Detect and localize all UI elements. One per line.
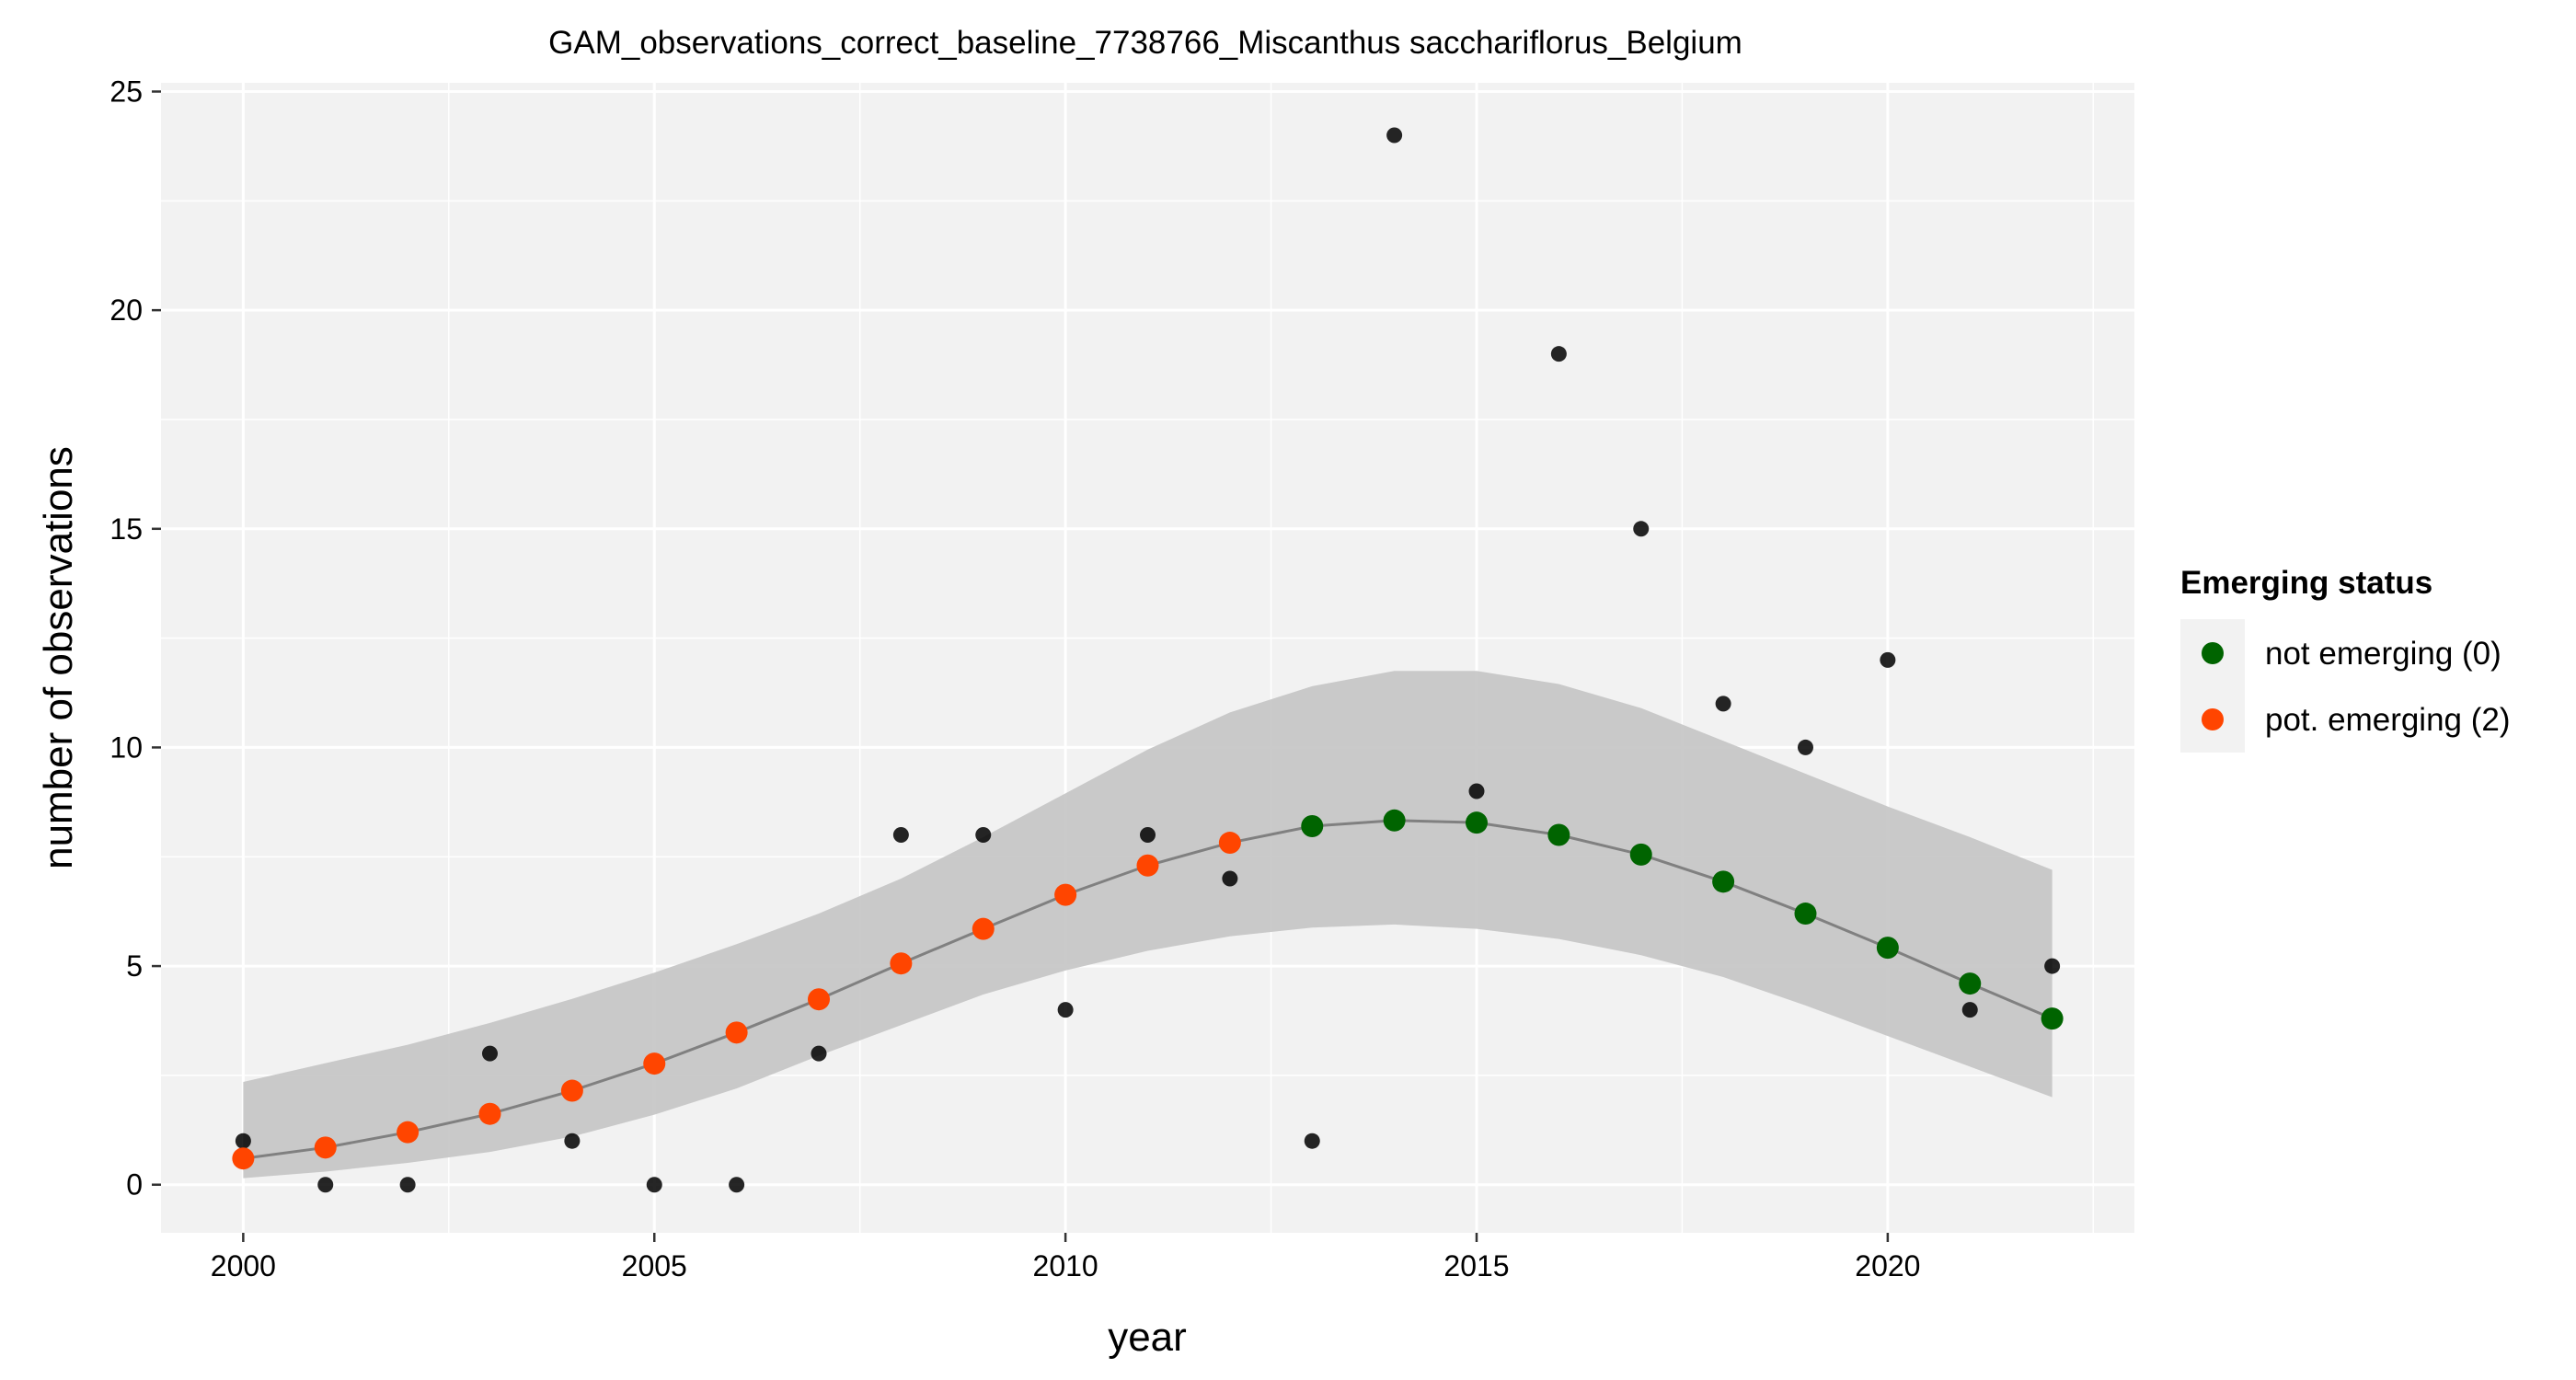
fitted-point	[972, 917, 995, 940]
x-axis: 2000 2005 2010 2015 2020	[211, 1233, 1920, 1282]
fitted-point	[1136, 854, 1159, 877]
observed-point	[564, 1133, 581, 1149]
fitted-point	[1466, 811, 1488, 834]
observed-point	[1386, 127, 1403, 144]
y-tick-label: 20	[109, 293, 143, 327]
fitted-point	[890, 952, 913, 975]
fitted-point	[314, 1136, 337, 1159]
fitted-point	[1547, 823, 1570, 846]
confidence-band	[243, 671, 2053, 1179]
observed-point	[235, 1133, 251, 1149]
fitted-point	[643, 1052, 666, 1075]
minor-gridlines	[37, 83, 2134, 1233]
legend-key	[2202, 642, 2224, 664]
observed-point	[1550, 346, 1567, 362]
fitted-point	[1301, 814, 1324, 837]
y-tick-label: 0	[126, 1168, 143, 1202]
x-axis-title: year	[1108, 1315, 1187, 1360]
observed-point	[1304, 1133, 1320, 1149]
y-tick-label: 25	[109, 75, 143, 109]
observed-point	[811, 1045, 827, 1062]
legend-key	[2202, 708, 2224, 730]
observed-point	[1798, 739, 1813, 755]
y-tick-label: 10	[109, 730, 143, 764]
y-axis: 0 5 10 15 20 25	[109, 75, 161, 1202]
fitted-point	[1629, 843, 1652, 866]
y-tick-label: 15	[109, 512, 143, 546]
fitted-points-layer	[232, 809, 2064, 1170]
observed-point	[399, 1177, 416, 1193]
fitted-point	[397, 1121, 420, 1144]
legend: Emerging status not emerging (0) pot. eme…	[2180, 565, 2511, 753]
fitted-point	[1383, 809, 1406, 832]
observed-point	[729, 1177, 745, 1193]
fitted-point	[1218, 832, 1241, 855]
legend-label: pot. emerging (2)	[2265, 702, 2511, 738]
observed-point	[1140, 826, 1156, 843]
y-axis-title: number of observations	[36, 446, 81, 869]
fitted-point	[1712, 870, 1735, 893]
x-tick-label: 2000	[211, 1249, 276, 1282]
observed-point	[892, 826, 909, 843]
observed-point	[1961, 1002, 1978, 1018]
x-tick-label: 2010	[1033, 1249, 1098, 1282]
chart-title: GAM_observations_correct_baseline_773876…	[548, 25, 1742, 61]
observed-point	[646, 1177, 662, 1193]
fitted-point	[232, 1147, 255, 1170]
observed-point	[1468, 783, 1485, 799]
legend-title: Emerging status	[2180, 565, 2432, 601]
legend-items: not emerging (0) pot. emerging (2)	[2202, 636, 2511, 738]
y-tick-label: 5	[126, 949, 143, 983]
observed-point	[1222, 870, 1238, 887]
observed-points-layer	[235, 127, 2061, 1193]
observed-point	[975, 826, 992, 843]
legend-label: not emerging (0)	[2265, 636, 2501, 672]
observed-point	[482, 1045, 498, 1062]
x-tick-label: 2005	[622, 1249, 687, 1282]
fitted-point	[1876, 937, 1899, 960]
observed-point	[1715, 696, 1731, 712]
legend-key-background	[2180, 619, 2245, 753]
x-tick-label: 2015	[1443, 1249, 1509, 1282]
fitted-point	[2041, 1007, 2064, 1030]
x-tick-label: 2020	[1855, 1249, 1920, 1282]
observed-point	[317, 1177, 334, 1193]
fitted-point	[478, 1102, 501, 1125]
observed-point	[1880, 651, 1896, 668]
fitted-point	[1054, 883, 1077, 906]
observed-point	[1057, 1002, 1074, 1018]
fitted-point	[725, 1021, 748, 1044]
fitted-point	[1794, 903, 1817, 926]
fitted-point	[808, 988, 830, 1011]
observed-point	[2044, 958, 2061, 974]
confidence-band-layer	[243, 671, 2053, 1179]
fitted-point	[560, 1079, 583, 1102]
fitted-point	[1959, 972, 1982, 995]
observed-point	[1633, 521, 1650, 537]
